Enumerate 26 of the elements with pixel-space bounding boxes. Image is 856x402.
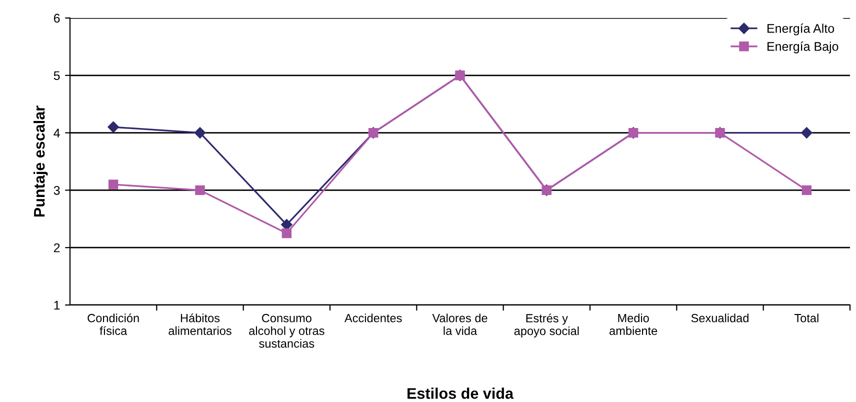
x-tick-label: Valores de la vida <box>432 314 488 335</box>
x-tick-label: Hábitos alimentarios <box>168 313 232 335</box>
y-tick-label: 1 <box>54 300 60 310</box>
y-tick-label: 6 <box>54 14 60 23</box>
point <box>801 127 812 138</box>
point <box>108 121 119 133</box>
x-tick-label: Condición física <box>88 313 139 335</box>
x-tick-label: Total <box>794 314 818 322</box>
legend-label: Energía Bajo <box>768 42 838 54</box>
point <box>195 185 205 196</box>
x-tick-label: Sexualidad <box>691 314 748 322</box>
point <box>802 185 812 196</box>
point <box>282 228 292 238</box>
point <box>108 180 118 190</box>
point <box>194 127 206 138</box>
x-tick-label: Estrés y apoyo social <box>514 314 579 338</box>
x-axis-title: Estilos de vida <box>408 388 514 399</box>
y-tick-label: 3 <box>54 186 60 195</box>
x-tick-label: Accidentes <box>344 314 402 322</box>
y-tick-label: 2 <box>54 243 60 252</box>
x-tick-label: Medio ambiente <box>610 314 658 335</box>
x-tick-label: Consumo alcohol y otras sustancias <box>249 314 324 348</box>
y-tick-label: 5 <box>54 71 60 80</box>
y-axis-title: Puntaje escalar <box>34 106 48 217</box>
y-tick-label: 4 <box>54 128 60 138</box>
legend-label: Energía Alto <box>768 24 834 36</box>
